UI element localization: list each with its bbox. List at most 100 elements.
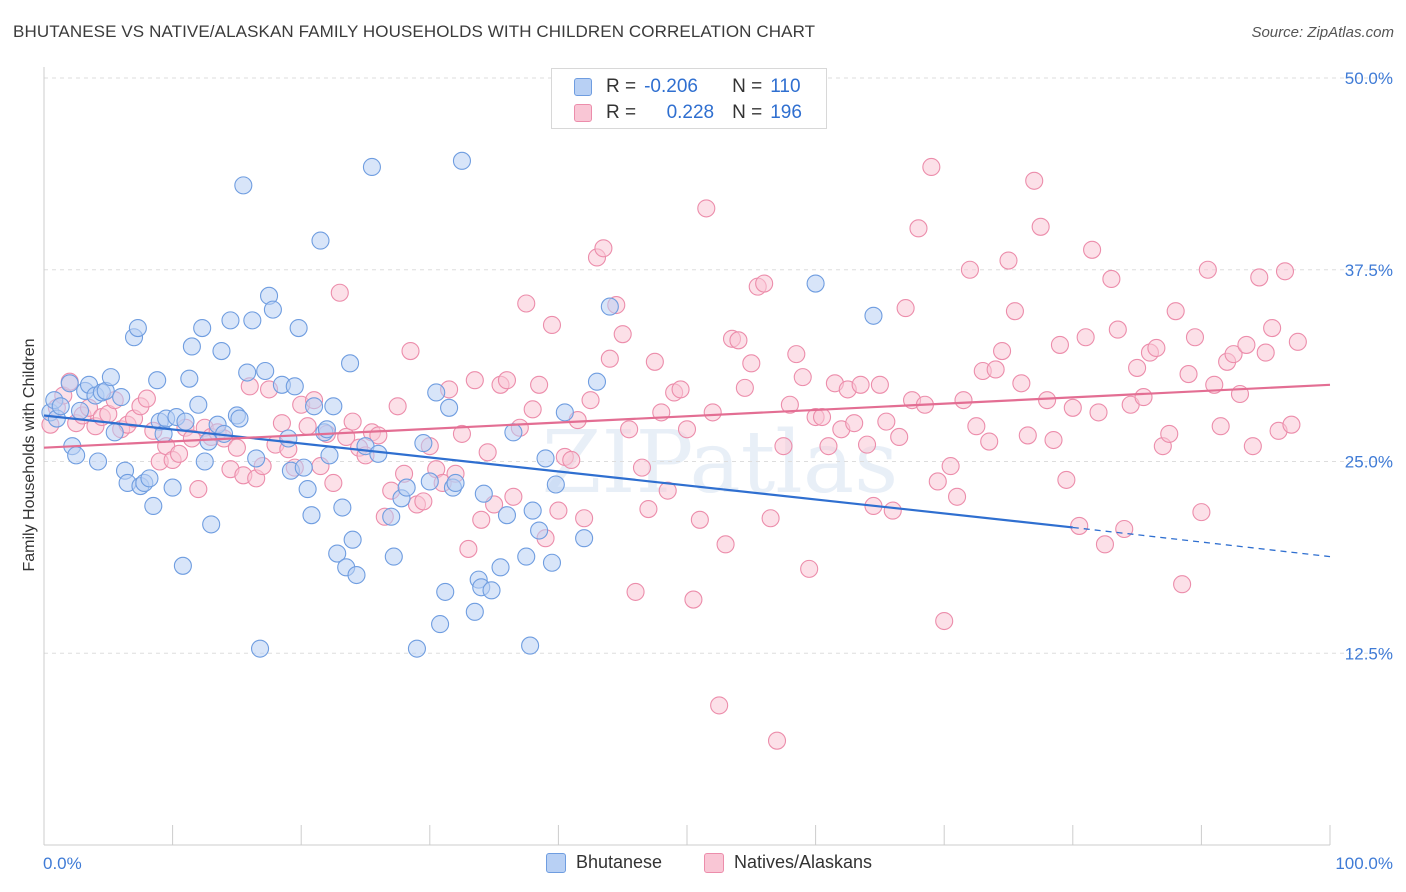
x-tick-label: 0.0%	[43, 854, 82, 873]
natives-point	[780, 395, 799, 414]
bhutanese-point	[247, 449, 266, 468]
natives-point	[530, 375, 549, 394]
bhutanese-point	[305, 397, 324, 416]
natives-point	[960, 260, 979, 279]
bhutanese-point	[465, 602, 484, 621]
bhutanese-point	[382, 507, 401, 526]
bhutanese-point	[806, 274, 825, 293]
bhutanese-point	[600, 297, 619, 316]
bhutanese-point	[482, 581, 501, 600]
natives-point	[343, 412, 362, 431]
natives-point	[1108, 320, 1127, 339]
natives-point	[459, 539, 478, 558]
bhutanese-point	[298, 480, 317, 499]
bhutanese-point	[88, 452, 108, 471]
y-tick-label: 37.5%	[1345, 261, 1393, 280]
natives-point	[658, 481, 677, 500]
natives-point	[755, 274, 774, 293]
bhutanese-point	[250, 639, 270, 658]
natives-point	[1012, 374, 1031, 393]
bhutanese-point	[369, 444, 388, 463]
bhutanese-point	[542, 553, 562, 572]
bhutanese-point	[285, 377, 304, 396]
natives-point	[620, 420, 639, 439]
natives-point	[594, 239, 613, 258]
bhutanese-point	[140, 469, 159, 488]
natives-point	[639, 500, 658, 519]
natives-point	[452, 424, 472, 443]
bhutanese-point	[521, 636, 540, 655]
legend-label-bhutanese: Bhutanese	[576, 852, 663, 872]
natives-point	[504, 487, 523, 506]
natives-point	[742, 354, 761, 373]
natives-point	[517, 294, 536, 313]
bhutanese-point	[414, 434, 433, 453]
natives-point	[793, 368, 812, 387]
bhutanese-point	[324, 397, 343, 416]
bhutanese-point	[195, 452, 214, 471]
legend-item-bhutanese: Bhutanese	[546, 852, 662, 873]
natives-point	[1179, 365, 1198, 384]
bhutanese-point	[491, 558, 510, 577]
natives-point	[697, 199, 716, 218]
natives-point	[1128, 358, 1147, 377]
natives-point	[401, 342, 420, 361]
bhutanese-point	[436, 582, 455, 601]
bhutanese-point	[70, 401, 90, 420]
natives-point	[967, 417, 986, 436]
bhutanese-point	[294, 458, 313, 477]
natives-point	[1134, 388, 1153, 407]
natives-point	[1160, 424, 1179, 443]
natives-point	[465, 371, 484, 390]
natives-point	[414, 492, 433, 511]
n-label: N =	[732, 76, 763, 97]
natives-point	[954, 391, 973, 410]
bhutanese-point	[407, 639, 426, 658]
legend-label-natives: Natives/Alaskans	[734, 852, 873, 872]
natives-point	[632, 458, 652, 477]
natives-point	[523, 400, 542, 419]
r-label: R =	[606, 76, 637, 97]
bhutanese-point	[182, 337, 201, 356]
natives-point	[980, 432, 999, 451]
bhutanese-point	[311, 231, 330, 250]
y-axis-label: Family Households with Children	[21, 338, 38, 572]
natives-point	[497, 371, 517, 390]
bhutanese-point	[575, 529, 594, 548]
bhutanese-point	[347, 565, 366, 585]
bhutanese-point	[302, 506, 321, 525]
natives-point	[787, 345, 806, 364]
bhutanese-point	[289, 318, 308, 338]
natives-point	[999, 251, 1018, 270]
natives-point	[1224, 345, 1243, 364]
natives-point	[1083, 240, 1102, 259]
bhutanese-point	[362, 157, 381, 177]
natives-point	[1192, 503, 1211, 522]
bhutanese-point	[256, 361, 275, 381]
bhutanese-point	[263, 300, 282, 319]
natives-point	[1282, 415, 1301, 434]
natives-point	[542, 315, 562, 335]
bhutanese-point	[199, 432, 218, 451]
natives-point	[227, 438, 246, 457]
n-value: 110	[770, 76, 801, 97]
bhutanese-point	[173, 556, 192, 575]
bhutanese-point	[440, 398, 459, 417]
r-value: 0.228	[666, 102, 715, 123]
natives-point	[677, 420, 697, 439]
bhutanese-point	[427, 383, 446, 402]
natives-point	[1275, 262, 1295, 281]
r-value: -0.206	[644, 76, 698, 97]
n-value: 196	[770, 102, 802, 123]
natives-point	[703, 403, 722, 422]
bhutanese-point	[504, 423, 523, 442]
bhutanese-point	[384, 547, 403, 566]
natives-point	[549, 501, 568, 520]
natives-point	[993, 342, 1012, 361]
natives-point	[948, 487, 967, 506]
bhutanese-point	[189, 395, 208, 414]
bhutanese-point	[546, 475, 565, 494]
bhutanese-point	[112, 388, 131, 407]
bhutanese-trend-line	[43, 414, 1073, 529]
natives-point	[613, 325, 632, 344]
